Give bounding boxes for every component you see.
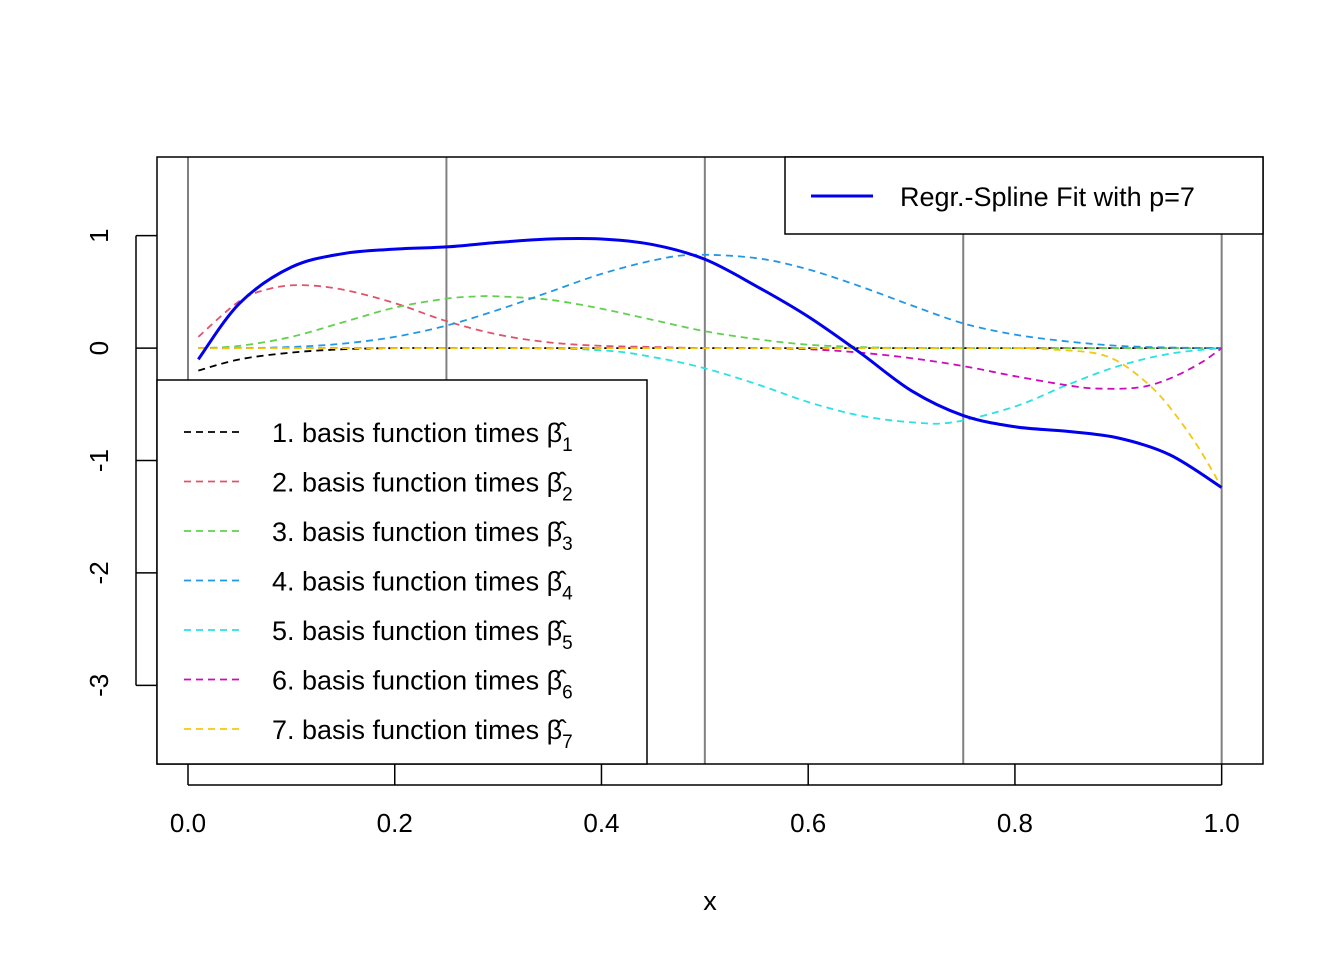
y-tick-label: -2 [84,561,114,584]
basis-series-line-1 [198,347,1222,372]
basis-legend-label-6: 6. basis function times β̂6 [272,666,573,704]
x-axis-label: x [703,886,717,916]
fit-legend-label: Regr.-Spline Fit with p=7 [900,182,1195,212]
y-tick-label: -1 [84,449,114,472]
y-tick-label: 1 [84,228,114,242]
x-axis: 0.0 0.2 0.4 0.6 0.8 1.0 [170,764,1240,838]
x-tick-label: 0.6 [790,808,826,838]
basis-legend-box [156,379,648,765]
x-tick-label: 1.0 [1204,808,1240,838]
y-axis: 1 0 -1 -2 -3 [84,228,157,697]
y-tick-label: 0 [84,341,114,355]
fit-line [197,236,1223,489]
basis-legend-label-2: 2. basis function times β̂2 [272,468,573,506]
y-tick-label: -3 [84,674,114,697]
fit-legend: Regr.-Spline Fit with p=7 [784,156,1264,235]
basis-series-line-3 [198,295,1222,350]
basis-legend-label-5: 5. basis function times β̂5 [272,616,573,654]
x-tick-label: 0.2 [377,808,413,838]
basis-series-line-5 [198,347,1222,425]
basis-series-line-2 [197,284,1222,350]
basis-legend-label-7: 7. basis function times β̂7 [272,715,573,753]
basis-series-line-4 [198,253,1222,350]
basis-legend-label-1: 1. basis function times β̂1 [272,418,573,456]
basis-series [197,253,1223,488]
x-tick-label: 0.8 [997,808,1033,838]
basis-legend: 1. basis function times β̂1 2. basis func… [156,379,648,765]
basis-legend-label-3: 3. basis function times β̂3 [272,517,573,555]
fit-series [197,236,1223,489]
basis-legend-label-4: 4. basis function times β̂4 [272,567,573,605]
x-tick-label: 0.0 [170,808,206,838]
x-tick-label: 0.4 [583,808,619,838]
